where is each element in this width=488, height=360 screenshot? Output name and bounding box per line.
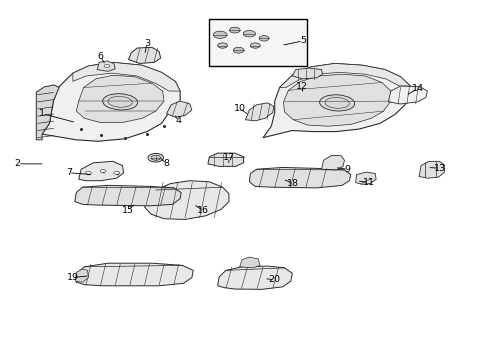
- Ellipse shape: [217, 43, 227, 48]
- Polygon shape: [75, 269, 88, 282]
- Polygon shape: [387, 86, 427, 104]
- Ellipse shape: [151, 155, 160, 160]
- Polygon shape: [321, 156, 344, 170]
- Ellipse shape: [85, 171, 91, 174]
- Text: 15: 15: [121, 206, 133, 215]
- Ellipse shape: [114, 171, 120, 174]
- Ellipse shape: [233, 47, 244, 53]
- Text: 3: 3: [143, 39, 150, 48]
- Polygon shape: [418, 161, 444, 178]
- Polygon shape: [207, 153, 243, 166]
- Text: 4: 4: [175, 116, 182, 125]
- Polygon shape: [73, 62, 180, 91]
- Bar: [209, 19, 306, 66]
- Polygon shape: [76, 75, 163, 123]
- Polygon shape: [279, 63, 409, 87]
- Polygon shape: [144, 181, 228, 220]
- Polygon shape: [239, 257, 260, 268]
- Text: 12: 12: [295, 82, 307, 91]
- Polygon shape: [217, 266, 292, 289]
- Polygon shape: [79, 161, 123, 181]
- Polygon shape: [42, 62, 180, 141]
- Polygon shape: [76, 263, 193, 286]
- Text: 10: 10: [233, 104, 245, 113]
- Text: 19: 19: [67, 273, 79, 282]
- Text: 7: 7: [66, 168, 72, 177]
- Ellipse shape: [148, 153, 163, 162]
- Text: 18: 18: [286, 179, 299, 188]
- Ellipse shape: [250, 43, 260, 48]
- Ellipse shape: [229, 27, 240, 33]
- Ellipse shape: [259, 36, 268, 41]
- Text: 2: 2: [15, 159, 20, 168]
- Polygon shape: [128, 47, 160, 63]
- Polygon shape: [97, 61, 115, 71]
- Polygon shape: [249, 167, 350, 188]
- Text: 8: 8: [163, 159, 169, 168]
- Polygon shape: [283, 74, 390, 126]
- Ellipse shape: [213, 31, 226, 39]
- Polygon shape: [245, 103, 273, 121]
- Polygon shape: [292, 68, 322, 79]
- Text: 1: 1: [39, 109, 45, 118]
- Text: 6: 6: [98, 52, 103, 61]
- Polygon shape: [355, 172, 375, 184]
- Polygon shape: [263, 63, 410, 138]
- Text: 20: 20: [268, 275, 280, 284]
- Text: 17: 17: [223, 153, 234, 162]
- Text: 11: 11: [362, 178, 374, 187]
- Polygon shape: [75, 185, 181, 206]
- Polygon shape: [36, 85, 59, 140]
- Ellipse shape: [243, 31, 255, 37]
- Text: 9: 9: [344, 165, 350, 174]
- Ellipse shape: [104, 64, 110, 67]
- Ellipse shape: [319, 95, 354, 111]
- Text: 14: 14: [411, 84, 423, 93]
- Text: 13: 13: [432, 164, 445, 173]
- Ellipse shape: [102, 94, 138, 110]
- Ellipse shape: [100, 170, 106, 172]
- Polygon shape: [166, 101, 191, 117]
- Text: 16: 16: [197, 206, 209, 215]
- Text: 5: 5: [300, 36, 305, 45]
